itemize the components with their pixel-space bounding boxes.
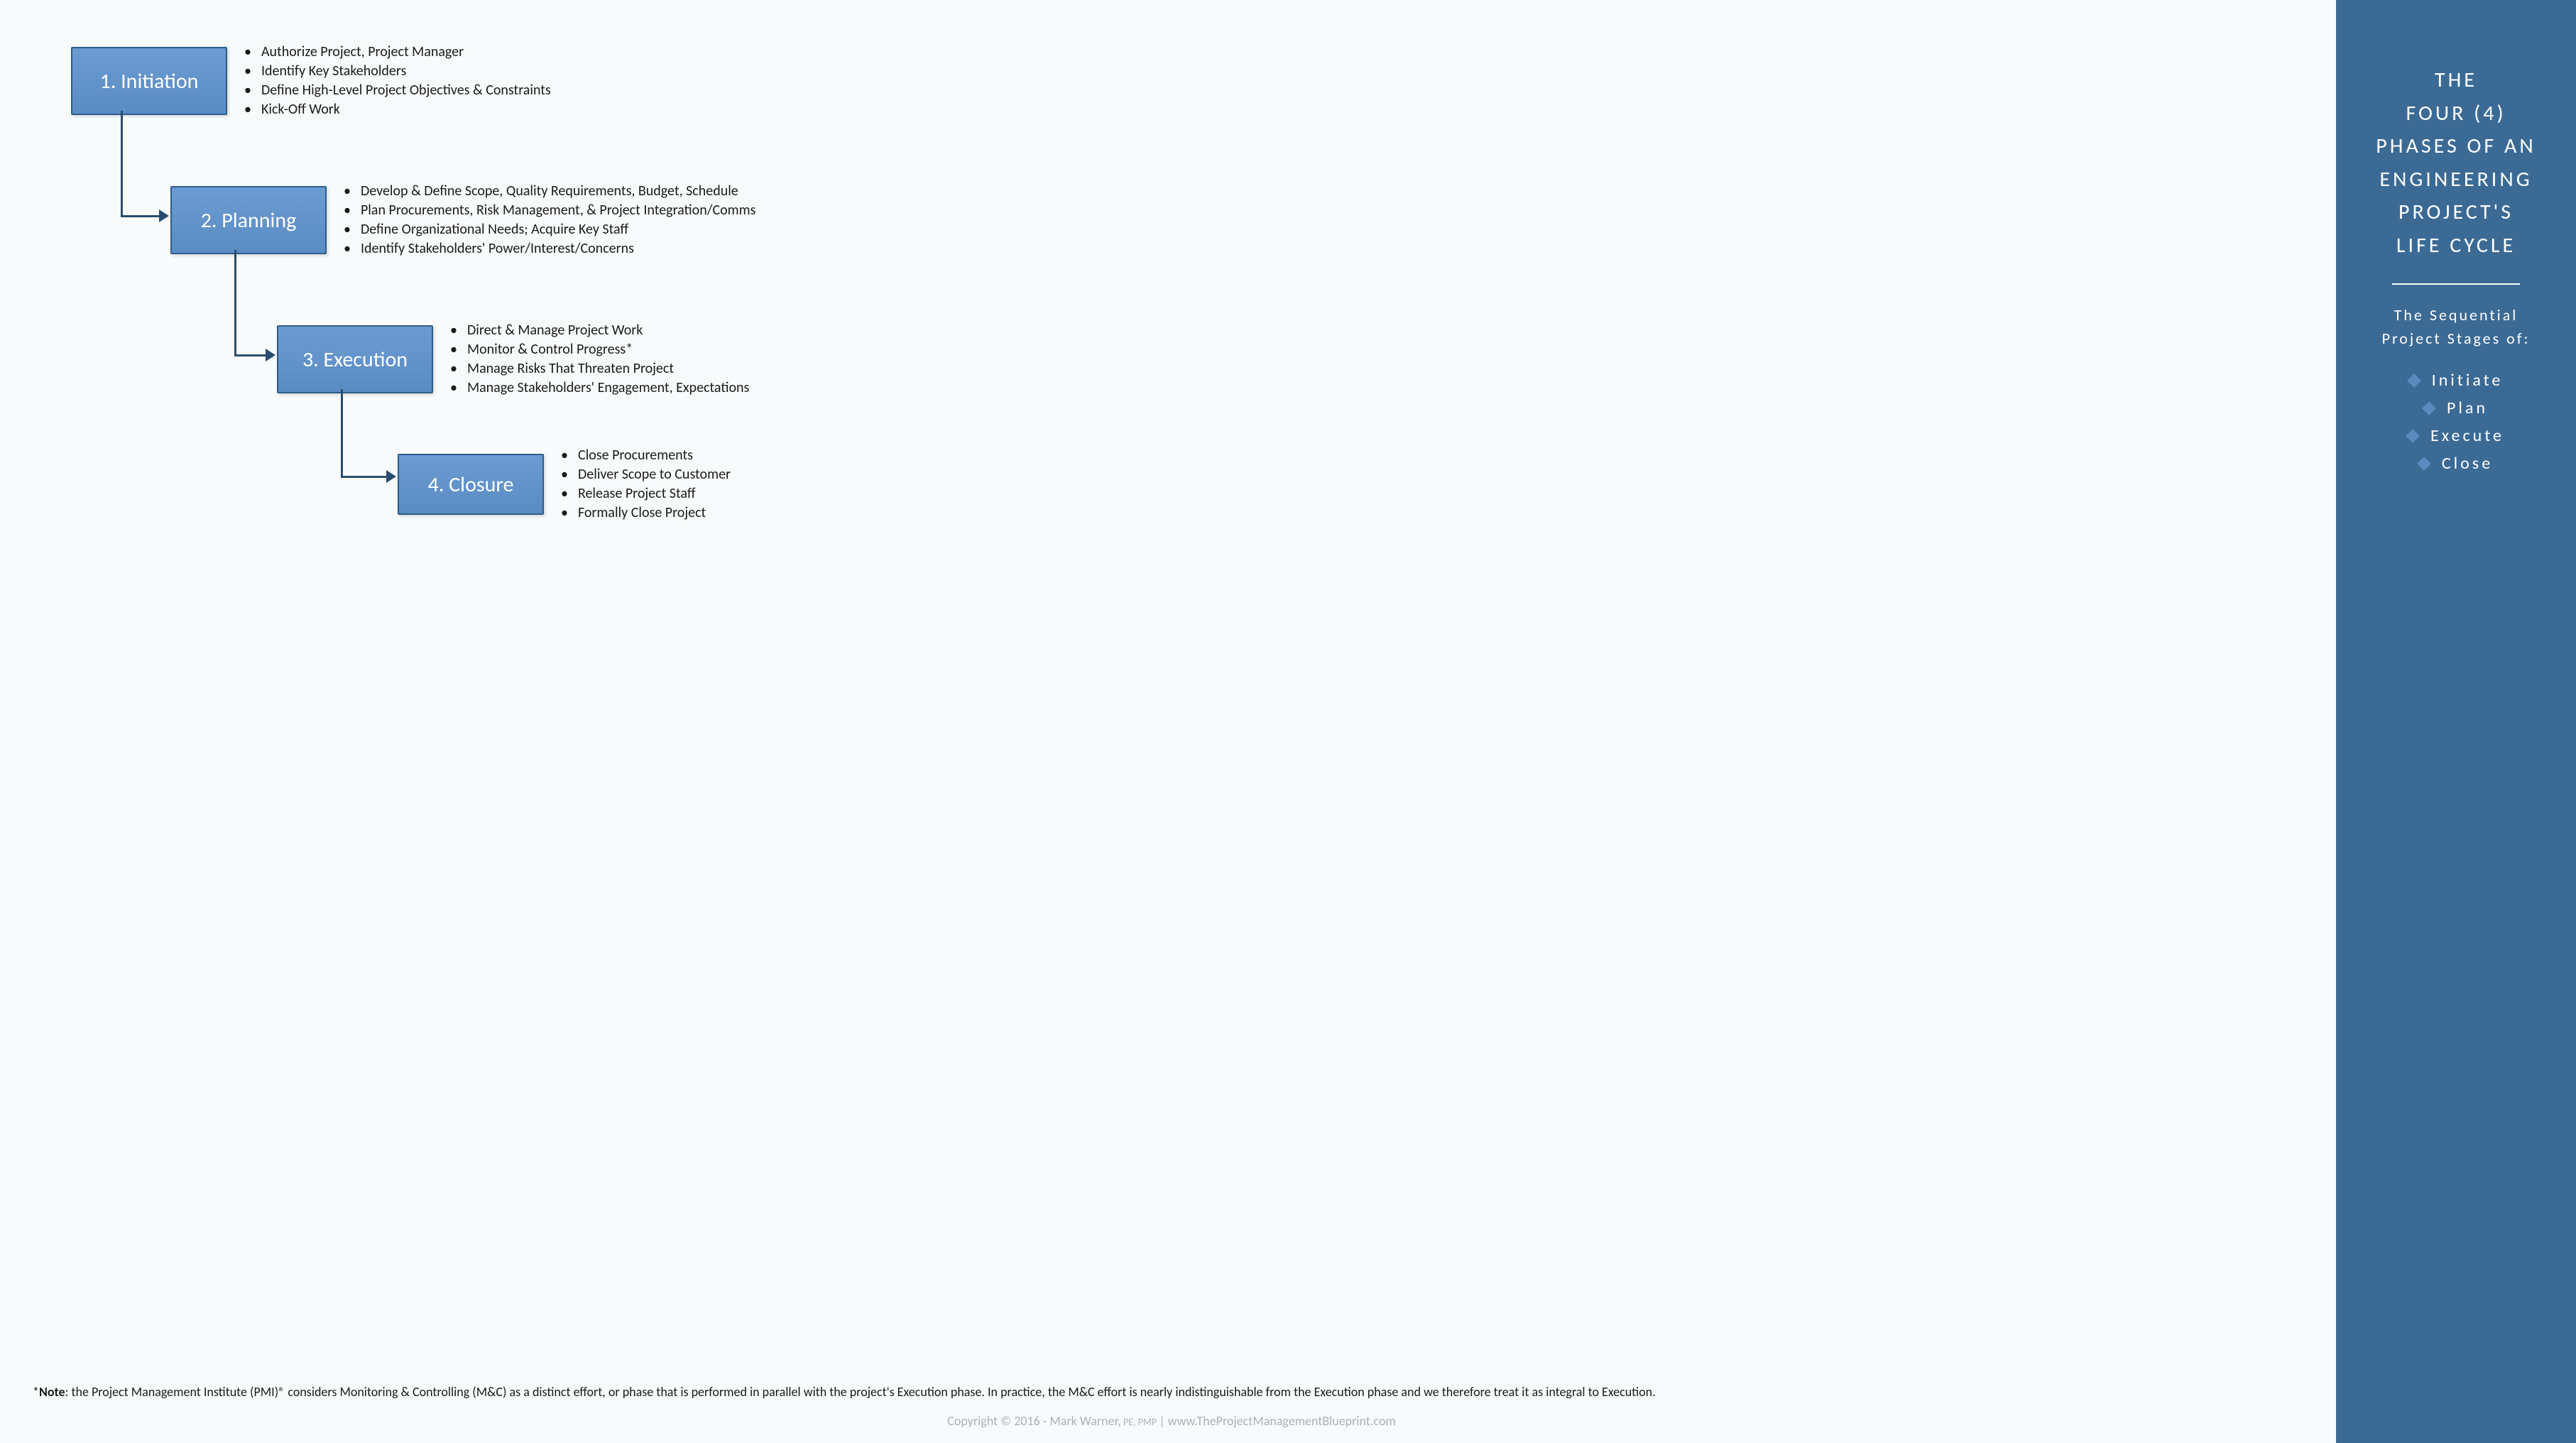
side-subtitle: The SequentialProject Stages of: xyxy=(2382,303,2531,350)
bullet-item: Direct & Manage Project Work xyxy=(450,321,749,340)
bullet-item: Manage Risks That Threaten Project xyxy=(450,359,749,379)
copyright-main: Copyright © 2016 - Mark Warner, xyxy=(947,1413,1121,1429)
bullet-item: Monitor & Control Progress* xyxy=(450,340,749,359)
phase-row: 4. Closure Close ProcurementsDeliver Scop… xyxy=(398,446,731,523)
flowchart-area: 1. InitiationAuthorize Project, Project … xyxy=(28,28,2315,1377)
stage-label: Execute xyxy=(2430,425,2504,446)
phase-bullets: Develop & Define Scope, Quality Requirem… xyxy=(344,182,755,258)
side-panel: THEFOUR (4)PHASES OF ANENGINEERINGPROJEC… xyxy=(2336,0,2576,1443)
bullet-item: Deliver Scope to Customer xyxy=(561,465,731,484)
phase-box: 2. Planning xyxy=(170,186,327,254)
bullet-item: Define High-Level Project Objectives & C… xyxy=(244,81,551,100)
diamond-icon xyxy=(2422,401,2436,415)
phase-box: 1. Initiation xyxy=(71,47,227,115)
main-panel: 1. InitiationAuthorize Project, Project … xyxy=(0,0,2336,1443)
bullet-item: Authorize Project, Project Manager xyxy=(244,43,551,62)
copyright-line: Copyright © 2016 - Mark Warner, PE, PMP … xyxy=(28,1413,2315,1429)
stage-item: Plan xyxy=(2408,398,2504,418)
phase-bullets: Close ProcurementsDeliver Scope to Custo… xyxy=(561,446,731,523)
note-text: : the Project Management Institute (PMI)… xyxy=(65,1384,1656,1400)
phase-box: 4. Closure xyxy=(398,454,544,515)
bullet-item: Manage Stakeholders' Engagement, Expecta… xyxy=(450,379,749,398)
side-title: THEFOUR (4)PHASES OF ANENGINEERINGPROJEC… xyxy=(2376,64,2536,262)
stage-label: Plan xyxy=(2447,398,2488,418)
bullet-item: Develop & Define Scope, Quality Requirem… xyxy=(344,182,755,201)
copyright-creds: PE, PMP xyxy=(1121,1416,1159,1428)
stage-item: Close xyxy=(2408,453,2504,474)
phase-bullets: Authorize Project, Project ManagerIdenti… xyxy=(244,43,551,119)
stage-item: Execute xyxy=(2408,425,2504,446)
diamond-icon xyxy=(2407,374,2421,388)
bullet-item: Identify Key Stakeholders xyxy=(244,62,551,81)
copyright-url: www.TheProjectManagementBlueprint.com xyxy=(1168,1413,1396,1429)
phase-box: 3. Execution xyxy=(277,325,433,393)
bullet-item: Define Organizational Needs; Acquire Key… xyxy=(344,220,755,239)
diamond-icon xyxy=(2406,429,2420,443)
bullet-item: Kick-Off Work xyxy=(244,100,551,119)
phase-bullets: Direct & Manage Project WorkMonitor & Co… xyxy=(450,321,749,398)
diamond-icon xyxy=(2417,457,2431,471)
stage-label: Close xyxy=(2442,453,2493,474)
bullet-item: Release Project Staff xyxy=(561,484,731,503)
stage-item: Initiate xyxy=(2408,370,2504,391)
stage-label: Initiate xyxy=(2432,370,2504,391)
bullet-item: Close Procurements xyxy=(561,446,731,465)
note-bold: Note xyxy=(39,1384,65,1400)
phase-row: 3. ExecutionDirect & Manage Project Work… xyxy=(277,321,749,398)
stage-list: Initiate Plan Execute Close xyxy=(2408,363,2504,481)
copyright-sep: | xyxy=(1159,1413,1167,1429)
bullet-item: Formally Close Project xyxy=(561,503,731,523)
footnote: *Note: the Project Management Institute … xyxy=(28,1384,2315,1400)
side-divider xyxy=(2392,283,2520,285)
bullet-item: Plan Procurements, Risk Management, & Pr… xyxy=(344,201,755,220)
note-prefix: * xyxy=(33,1384,39,1400)
phase-row: 2. Planning Develop & Define Scope, Quali… xyxy=(170,182,755,258)
phase-row: 1. InitiationAuthorize Project, Project … xyxy=(71,43,551,119)
bullet-item: Identify Stakeholders' Power/Interest/Co… xyxy=(344,239,755,258)
